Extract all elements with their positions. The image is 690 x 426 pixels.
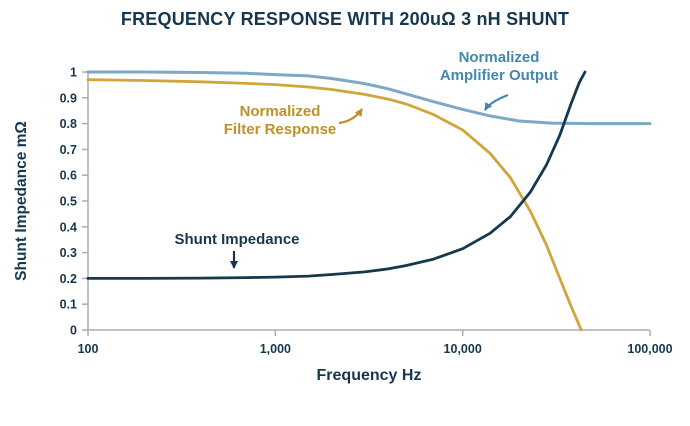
series-shunt-impedance — [86, 70, 587, 280]
y-tick-label: 0.9 — [60, 91, 77, 105]
y-tick-label: 0.7 — [60, 143, 77, 157]
y-axis-title: Shunt Impedance mΩ — [13, 121, 30, 281]
annotation-filter-response: Normalized Filter Response — [204, 103, 356, 139]
x-tick-label: 100 — [78, 342, 99, 356]
series-normalized-filter-response — [86, 78, 583, 332]
x-tick-label: 10,000 — [444, 342, 482, 356]
annotation-line: Filter Response — [223, 121, 337, 138]
annotation-line: Normalized — [458, 49, 540, 66]
y-tick-label: 0.4 — [60, 220, 77, 234]
x-tick-label: 100,000 — [627, 342, 672, 356]
annotation-line: Shunt Impedance — [174, 231, 300, 248]
y-tick-label: 0.2 — [60, 272, 77, 286]
chart-title: FREQUENCY RESPONSE WITH 200uΩ 3 nH SHUNT — [120, 9, 570, 29]
y-tick-label: 0.3 — [60, 246, 77, 260]
y-tick-label: 0 — [70, 324, 77, 338]
y-tick-label: 0.5 — [60, 195, 77, 209]
annotation-line: Amplifier Output — [439, 67, 559, 84]
y-tick-label: 1 — [70, 66, 77, 80]
x-axis-title: Frequency Hz — [316, 367, 422, 384]
y-tick-label: 0.8 — [60, 117, 77, 131]
annotation-line: Normalized — [239, 103, 321, 120]
series-normalized-amplifier-output — [86, 70, 652, 126]
x-tick-label: 1,000 — [260, 342, 291, 356]
annotation-amplifier-output: Normalized Amplifier Output — [413, 49, 585, 85]
y-tick-label: 0.6 — [60, 169, 77, 183]
annotation-shunt-impedance: Shunt Impedance — [159, 231, 315, 249]
y-tick-label: 0.1 — [60, 298, 77, 312]
